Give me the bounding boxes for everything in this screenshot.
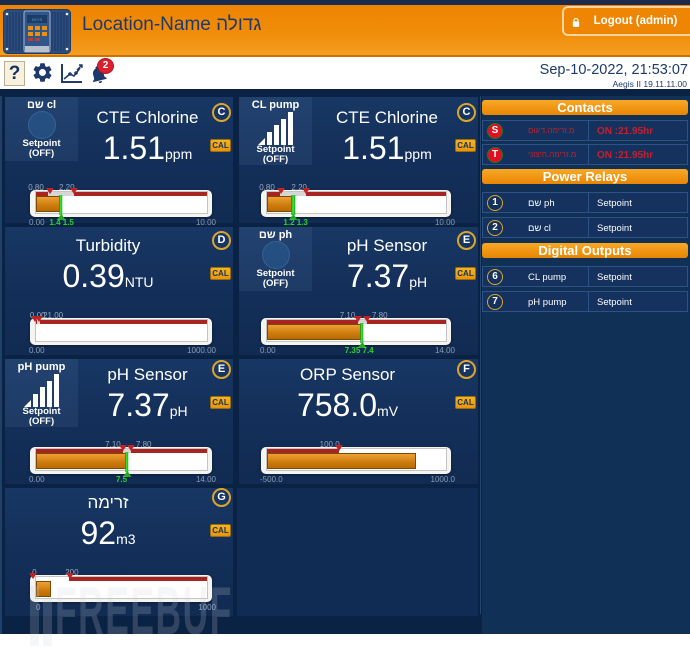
- svg-text:KEYS: KEYS: [32, 17, 43, 22]
